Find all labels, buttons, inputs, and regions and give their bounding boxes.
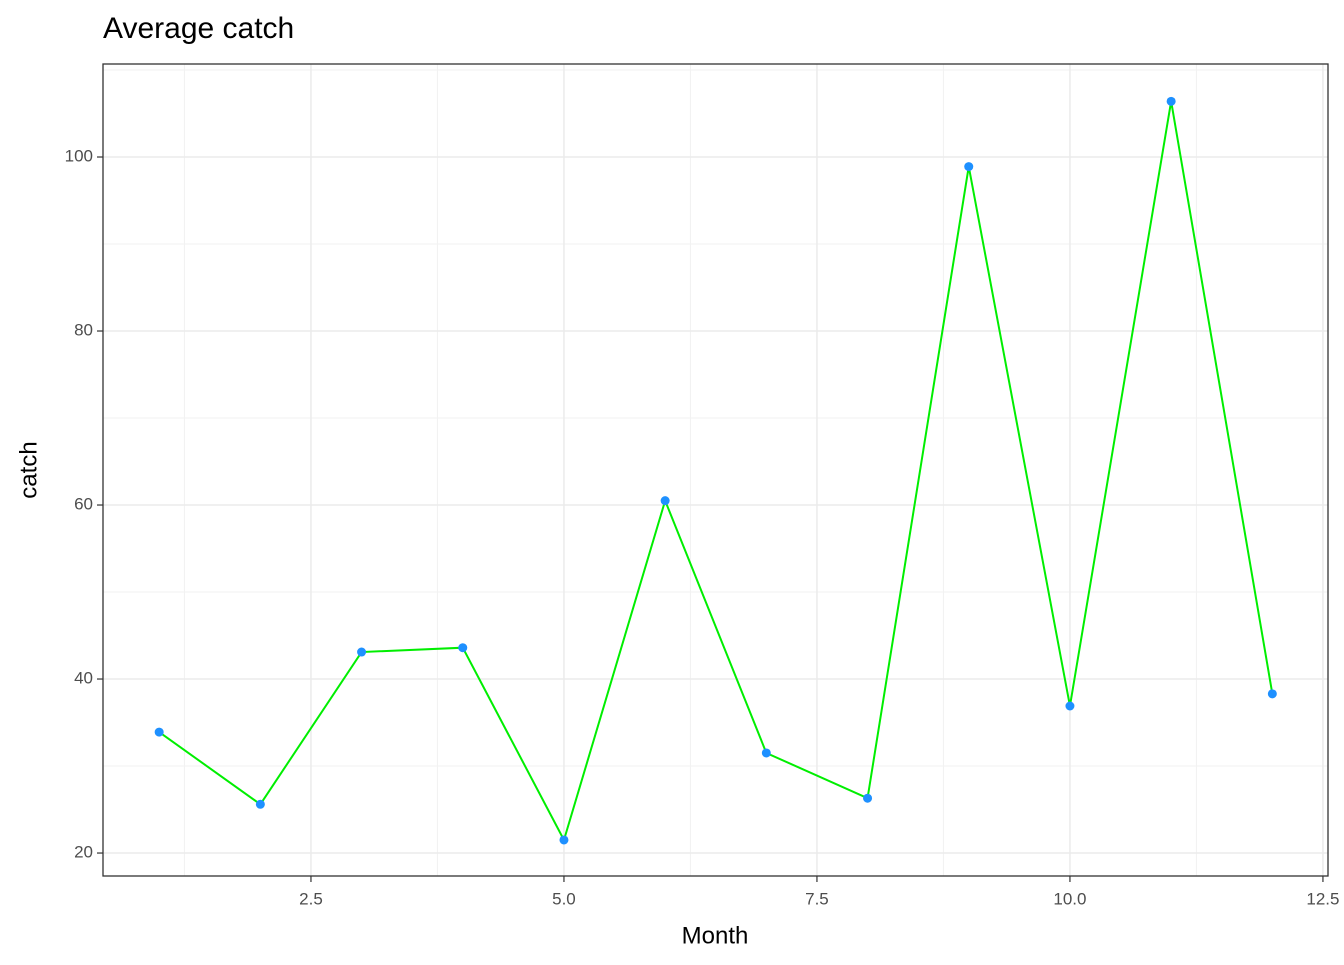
data-point: [964, 162, 974, 172]
y-tick-label: 40: [74, 669, 93, 688]
x-tick-label: 2.5: [299, 889, 323, 908]
x-tick-label: 7.5: [805, 889, 829, 908]
data-point: [559, 835, 569, 845]
data-point: [1065, 701, 1075, 711]
data-point: [255, 799, 265, 809]
panel-border: [102, 63, 1329, 877]
x-tick-label: 12.5: [1306, 889, 1339, 908]
y-tick-label: 60: [74, 495, 93, 514]
x-tick-label: 5.0: [552, 889, 576, 908]
y-axis-label: catch: [15, 441, 42, 498]
data-point: [357, 647, 367, 657]
data-point: [761, 748, 771, 758]
chart-title: Average catch: [103, 12, 294, 45]
data-point: [1267, 689, 1277, 699]
x-tick-label: 10.0: [1053, 889, 1086, 908]
data-point: [1166, 96, 1176, 106]
data-point: [458, 643, 468, 653]
data-point: [863, 793, 873, 803]
y-tick-label: 80: [74, 320, 93, 339]
y-tick-label: 20: [74, 843, 93, 862]
data-line: [158, 101, 1274, 843]
y-tick-label: 100: [65, 146, 93, 165]
x-axis-label: Month: [682, 922, 749, 949]
data-point: [660, 496, 670, 506]
data-point: [154, 727, 164, 737]
